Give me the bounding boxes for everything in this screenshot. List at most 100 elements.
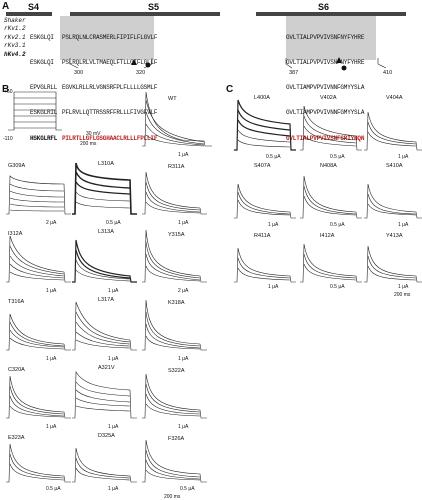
- current-scale: 1 μA: [398, 284, 409, 290]
- seq-s5: PILRTLLGFLGSGHAACLRLLLFPLLIF: [62, 134, 158, 142]
- trace-y413a: Y413A 1 μA 200 ms: [364, 230, 422, 298]
- time-scale: 200 ms: [164, 494, 181, 500]
- mutant-label: F326A: [168, 436, 185, 442]
- position-label: 320: [136, 70, 146, 76]
- time-scale: 200 ms: [394, 292, 411, 298]
- trace-v402a: V402A 0.5 μA: [300, 92, 362, 160]
- mutant-label: R411A: [254, 233, 271, 239]
- current-scale: 0.5 μA: [46, 486, 61, 492]
- mutant-label: L317A: [98, 297, 114, 303]
- current-scale: 1 μA: [108, 486, 119, 492]
- trace-c320a: C320A 1 μA: [6, 362, 71, 430]
- seq-s4: EPVGLRLL: [30, 84, 58, 92]
- protocol-time-scale: 200 ms: [80, 141, 97, 147]
- current-scale: 1 μA: [108, 356, 119, 362]
- protocol-voltage-top: +60: [4, 89, 13, 95]
- mutant-label: L400A: [254, 95, 270, 101]
- trace-l400a: L400A 0.5 μA: [234, 92, 296, 160]
- current-scale: 0.5 μA: [330, 222, 345, 228]
- panel-b-label: B: [2, 84, 10, 95]
- current-scale: 1 μA: [178, 152, 189, 158]
- current-scale: 1 μA: [268, 222, 279, 228]
- mutant-label: L310A: [98, 161, 114, 167]
- panel-a-label: A: [2, 1, 10, 12]
- protocol-voltage-hold: -110: [3, 136, 13, 142]
- seq-s4: ESKGLRIL: [30, 109, 58, 117]
- trace-n408a: N408A 0.5 μA: [300, 160, 362, 228]
- mutant-label: Y315A: [168, 232, 185, 238]
- current-scale: 1 μA: [398, 154, 409, 160]
- current-scale: 0.5 μA: [266, 154, 281, 160]
- triangle-marker: [131, 59, 137, 65]
- triangle-marker: [336, 57, 342, 63]
- mutant-label: S407A: [254, 163, 271, 169]
- current-scale: 1 μA: [268, 284, 279, 290]
- panel-c-label: C: [226, 84, 234, 95]
- mutant-label: S410A: [386, 163, 403, 169]
- current-scale: 0.5 μA: [330, 154, 345, 160]
- current-scale: 1 μA: [178, 424, 189, 430]
- trace-wt: WT 1 μA: [142, 90, 212, 158]
- s6-bar: [256, 12, 406, 16]
- seq-name: rKv1.2: [4, 25, 26, 33]
- position-label: 387: [289, 70, 299, 76]
- mutant-label: V404A: [386, 95, 403, 101]
- seq-s6-block: GVLTIALPVPVIVSNFNYFYHRE GVLTIALPVPVIVSNF…: [286, 17, 364, 152]
- current-scale: 1 μA: [46, 356, 57, 362]
- mutant-label: E323A: [8, 435, 25, 441]
- trace-f326a: F326A 0.5 μA 200 ms: [142, 430, 207, 500]
- trace-s410a: S410A 1 μA: [364, 160, 422, 228]
- current-scale: 2 μA: [46, 220, 57, 226]
- s5-highlight-box: [60, 16, 154, 60]
- trace-l317a: L317A 1 μA: [72, 294, 137, 362]
- mutant-label: WT: [168, 96, 177, 102]
- seq-s5: PSLRQLRLVLTMAEQLFTLLGIFLGLLF: [62, 59, 158, 67]
- s4-bar: [6, 12, 52, 16]
- trace-i412a: I412A 0.5 μA: [300, 230, 362, 291]
- voltage-protocol: [8, 91, 62, 131]
- position-label: 410: [383, 70, 393, 76]
- seq-name: rKv3.1: [4, 42, 26, 50]
- circle-marker: [145, 62, 151, 68]
- protocol-voltage-scale: 30 mV: [86, 131, 101, 137]
- current-scale: 1 μA: [108, 424, 119, 430]
- seq-s6: GVLTIALPVPVIVSNFNYFYHRE: [286, 59, 365, 67]
- trace-k318a: K318A 1 μA: [142, 294, 207, 362]
- s4-label: S4: [28, 2, 40, 12]
- s6-label: S6: [318, 2, 330, 12]
- current-scale: 1 μA: [46, 288, 57, 294]
- mutant-label: A321V: [98, 365, 115, 371]
- trace-s407a: S407A 1 μA: [234, 160, 296, 228]
- current-scale: 1 μA: [46, 424, 57, 430]
- mutant-label: I412A: [320, 233, 335, 239]
- seq-name: Shaker: [4, 17, 26, 24]
- trace-i312a: I312A 1 μA: [6, 226, 71, 294]
- mutant-label: Y413A: [386, 233, 403, 239]
- current-scale: 0.5 μA: [106, 220, 121, 226]
- current-scale: 1 μA: [398, 222, 409, 228]
- seq-name: rKv2.1: [4, 33, 26, 41]
- mutant-label: K318A: [168, 300, 185, 306]
- seq-s4: ESKGLQI: [30, 59, 54, 67]
- seq-s4: ESKGLQI: [30, 33, 54, 41]
- current-scale: 1 μA: [178, 356, 189, 362]
- position-markers: [69, 57, 387, 71]
- trace-y315a: Y315A 2 μA: [142, 226, 207, 294]
- trace-l310a: L310A 0.5 μA: [72, 158, 137, 226]
- current-scale: 2 μA: [178, 288, 189, 294]
- s6-highlight-box: [286, 16, 376, 60]
- trace-r311a: R311A 1 μA: [142, 158, 207, 226]
- trace-r411a: R411A 1 μA: [234, 230, 296, 291]
- seq-s4-block: ESKGLQI ESKGLQI EPVGLRLL ESKGLRIL HSKGLR…: [30, 17, 57, 152]
- s5-label: S5: [148, 2, 160, 12]
- trace-g309a: G309A 2 μA: [6, 158, 71, 226]
- seq-s6: GVLTIAMPVPVIVNNFGMYYSLA: [286, 84, 365, 92]
- trace-v404a: V404A 1 μA: [364, 92, 422, 160]
- mutant-label: L313A: [98, 229, 114, 235]
- s5-bar: [70, 12, 220, 16]
- seq-s5: EGVKLRLLRLVGNSRFPLFLLLLGSMLF: [62, 84, 158, 92]
- seq-name: hKv4.2: [4, 50, 26, 58]
- seq-s5: PFLRVLLQTTRSSRFFRLLLFIVGFVLF: [62, 109, 158, 117]
- trace-d325a: D325A 1 μA: [72, 430, 137, 492]
- mutant-label: T316A: [8, 299, 25, 305]
